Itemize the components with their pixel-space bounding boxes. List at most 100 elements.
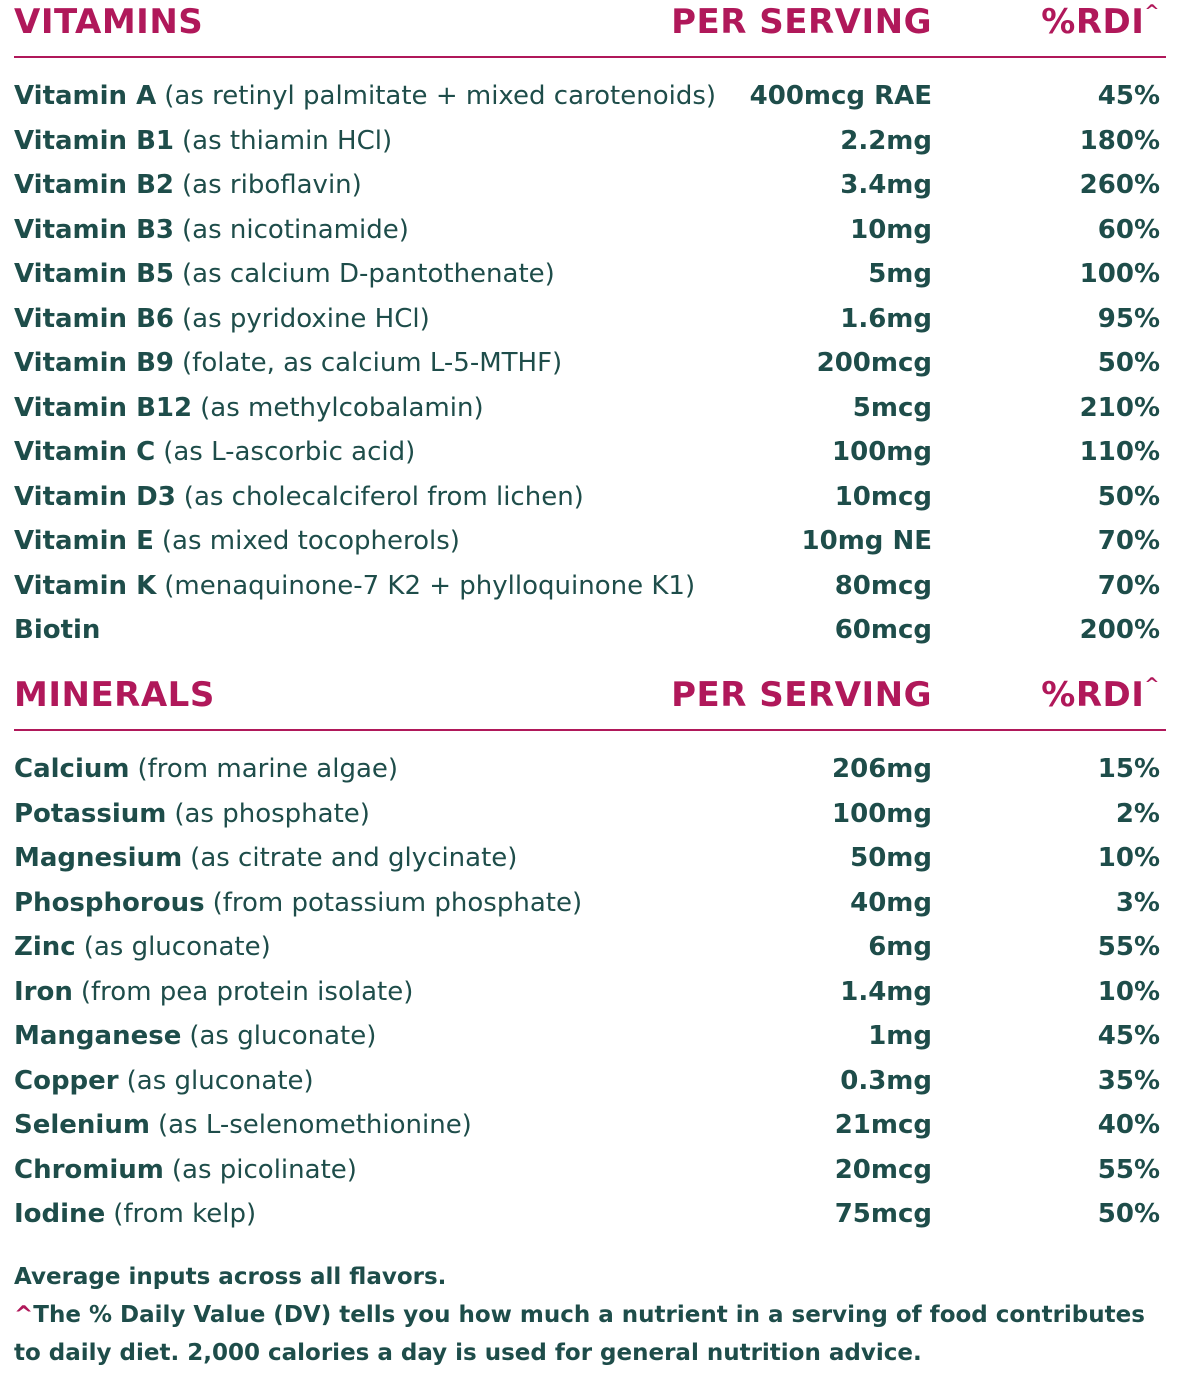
per-serving-amount: 10mg <box>850 214 932 245</box>
rdi-percent: 210% <box>1079 392 1160 423</box>
per-serving-amount: 10mg NE <box>801 526 932 556</box>
mineral-row: Phosphorous (from potassium phosphate) 40m… <box>14 881 1166 926</box>
per-serving-amount: 206mg <box>832 754 932 784</box>
rdi-percent: 70% <box>1097 526 1160 556</box>
per-serving-amount: 1.6mg <box>840 303 932 334</box>
vitamins-header: VITAMINS PER SERVING %RDI^ <box>14 0 1166 58</box>
nutrient-name: Manganese <box>14 1021 182 1051</box>
vitamins-per-serving-heading: PER SERVING <box>671 2 932 42</box>
per-serving-amount: 0.3mg <box>840 1065 932 1096</box>
rdi-percent: 180% <box>1079 125 1160 156</box>
nutrient-name: Iodine <box>14 1199 106 1229</box>
rdi-percent: 2% <box>1115 798 1160 829</box>
nutrient-source: (from marine algae) <box>137 754 399 784</box>
rdi-percent: 260% <box>1079 170 1160 200</box>
rdi-percent: 40% <box>1097 1110 1160 1140</box>
nutrient-source: (as thiamin HCl) <box>182 125 393 156</box>
nutrient-source: (as phosphate) <box>174 798 370 829</box>
nutrient-source: (as cholecalciferol from lichen) <box>183 481 584 512</box>
rdi-percent: 10% <box>1097 976 1160 1007</box>
nutrient-source: (as gluconate) <box>83 932 271 962</box>
per-serving-amount: 200mcg <box>816 348 932 378</box>
per-serving-amount: 40mg <box>850 887 932 918</box>
nutrient-source: (as mixed tocopherols) <box>161 526 460 556</box>
nutrient-source: (as gluconate) <box>189 1021 377 1051</box>
per-serving-amount: 5mcg <box>852 392 932 423</box>
footnote-daily-value: ^The % Daily Value (DV) tells you how mu… <box>14 1302 1145 1366</box>
mineral-row: Iodine (from kelp) 75mcg 50% <box>14 1192 1166 1237</box>
rdi-percent: 200% <box>1079 615 1160 645</box>
per-serving-amount: 21mcg <box>834 1110 932 1140</box>
nutrient-name: Vitamin C <box>14 437 156 467</box>
vitamin-row: Vitamin B9 (folate, as calcium L-5-MTHF) 2… <box>14 341 1166 386</box>
nutrient-source: (folate, as calcium L-5-MTHF) <box>182 348 563 378</box>
nutrient-name: Biotin <box>14 615 101 645</box>
per-serving-amount: 100mg <box>832 798 932 829</box>
rdi-footnote-mark: ^ <box>1144 673 1160 695</box>
per-serving-amount: 10mcg <box>834 481 932 512</box>
vitamin-row: Vitamin D3 (as cholecalciferol from liche… <box>14 475 1166 520</box>
nutrient-name: Vitamin E <box>14 526 154 556</box>
per-serving-amount: 3.4mg <box>840 170 932 200</box>
nutrient-source: (menaquinone-7 K2 + phylloquinone K1) <box>164 570 696 601</box>
rdi-percent: 3% <box>1115 887 1160 918</box>
mineral-row: Copper (as gluconate) 0.3mg 35% <box>14 1059 1166 1104</box>
nutrient-source: (as pyridoxine HCl) <box>182 303 430 334</box>
rdi-percent: 95% <box>1097 303 1160 334</box>
nutrient-name: Vitamin B2 <box>14 170 175 200</box>
rdi-percent: 100% <box>1079 259 1160 289</box>
minerals-title: MINERALS <box>14 675 215 715</box>
nutrient-name: Vitamin B1 <box>14 125 175 156</box>
rdi-percent: 45% <box>1097 1021 1160 1051</box>
per-serving-amount: 50mg <box>850 843 932 873</box>
vitamin-row: Vitamin B3 (as nicotinamide) 10mg 60% <box>14 208 1166 253</box>
nutrient-source: (from potassium phosphate) <box>212 887 583 918</box>
vitamin-row: Vitamin C (as L-ascorbic acid) 100mg 110% <box>14 430 1166 475</box>
vitamin-row: Biotin 60mcg 200% <box>14 608 1166 653</box>
rdi-percent: 70% <box>1097 570 1160 601</box>
nutrient-name: Vitamin B9 <box>14 348 175 378</box>
vitamin-row: Vitamin B1 (as thiamin HCl) 2.2mg 180% <box>14 119 1166 164</box>
mineral-row: Magnesium (as citrate and glycinate) 50mg 1… <box>14 836 1166 881</box>
vitamins-title: VITAMINS <box>14 2 204 42</box>
per-serving-amount: 5mg <box>868 259 932 289</box>
per-serving-amount: 20mcg <box>834 1154 932 1185</box>
per-serving-amount: 2.2mg <box>840 125 932 156</box>
rdi-percent: 50% <box>1097 481 1160 512</box>
mineral-row: Manganese (as gluconate) 1mg 45% <box>14 1014 1166 1059</box>
per-serving-amount: 1.4mg <box>840 976 932 1007</box>
per-serving-amount: 75mcg <box>834 1199 932 1229</box>
nutrient-source: (as L-ascorbic acid) <box>163 437 416 467</box>
minerals-rdi-heading: %RDI^ <box>1041 673 1160 715</box>
vitamin-row: Vitamin E (as mixed tocopherols) 10mg NE 70… <box>14 519 1166 564</box>
per-serving-amount: 100mg <box>832 437 932 467</box>
nutrient-source: (as L-selenomethionine) <box>157 1110 472 1140</box>
vitamin-row: Vitamin A (as retinyl palmitate + mixed c… <box>14 74 1166 119</box>
vitamin-row: Vitamin B6 (as pyridoxine HCl) 1.6mg 95% <box>14 297 1166 342</box>
mineral-row: Selenium (as L-selenomethionine) 21mcg 40% <box>14 1103 1166 1148</box>
mineral-row: Potassium (as phosphate) 100mg 2% <box>14 792 1166 837</box>
nutrient-source: (from pea protein isolate) <box>80 976 414 1007</box>
footnotes: Average inputs across all flavors. ^The … <box>14 1258 1174 1372</box>
nutrient-name: Copper <box>14 1065 119 1096</box>
nutrient-source: (from kelp) <box>113 1199 257 1229</box>
per-serving-amount: 6mg <box>868 932 932 962</box>
footnote-average-inputs: Average inputs across all flavors. <box>14 1264 447 1290</box>
nutrient-source: (as methylcobalamin) <box>200 392 484 423</box>
vitamin-row: Vitamin B2 (as riboflavin) 3.4mg 260% <box>14 163 1166 208</box>
per-serving-amount: 400mcg RAE <box>749 81 932 111</box>
rdi-footnote-mark: ^ <box>1144 0 1160 22</box>
nutrient-name: Vitamin D3 <box>14 481 176 512</box>
nutrient-name: Chromium <box>14 1154 164 1185</box>
minerals-header: MINERALS PER SERVING %RDI^ <box>14 673 1166 731</box>
minerals-per-serving-heading: PER SERVING <box>671 675 932 715</box>
mineral-row: Chromium (as picolinate) 20mcg 55% <box>14 1148 1166 1193</box>
nutrient-name: Vitamin A <box>14 81 157 111</box>
nutrient-name: Vitamin B5 <box>14 259 175 289</box>
nutrient-name: Iron <box>14 976 73 1007</box>
nutrient-name: Selenium <box>14 1110 150 1140</box>
nutrient-name: Calcium <box>14 754 130 784</box>
rdi-percent: 10% <box>1097 843 1160 873</box>
vitamin-row: Vitamin B5 (as calcium D-pantothenate) 5mg… <box>14 252 1166 297</box>
